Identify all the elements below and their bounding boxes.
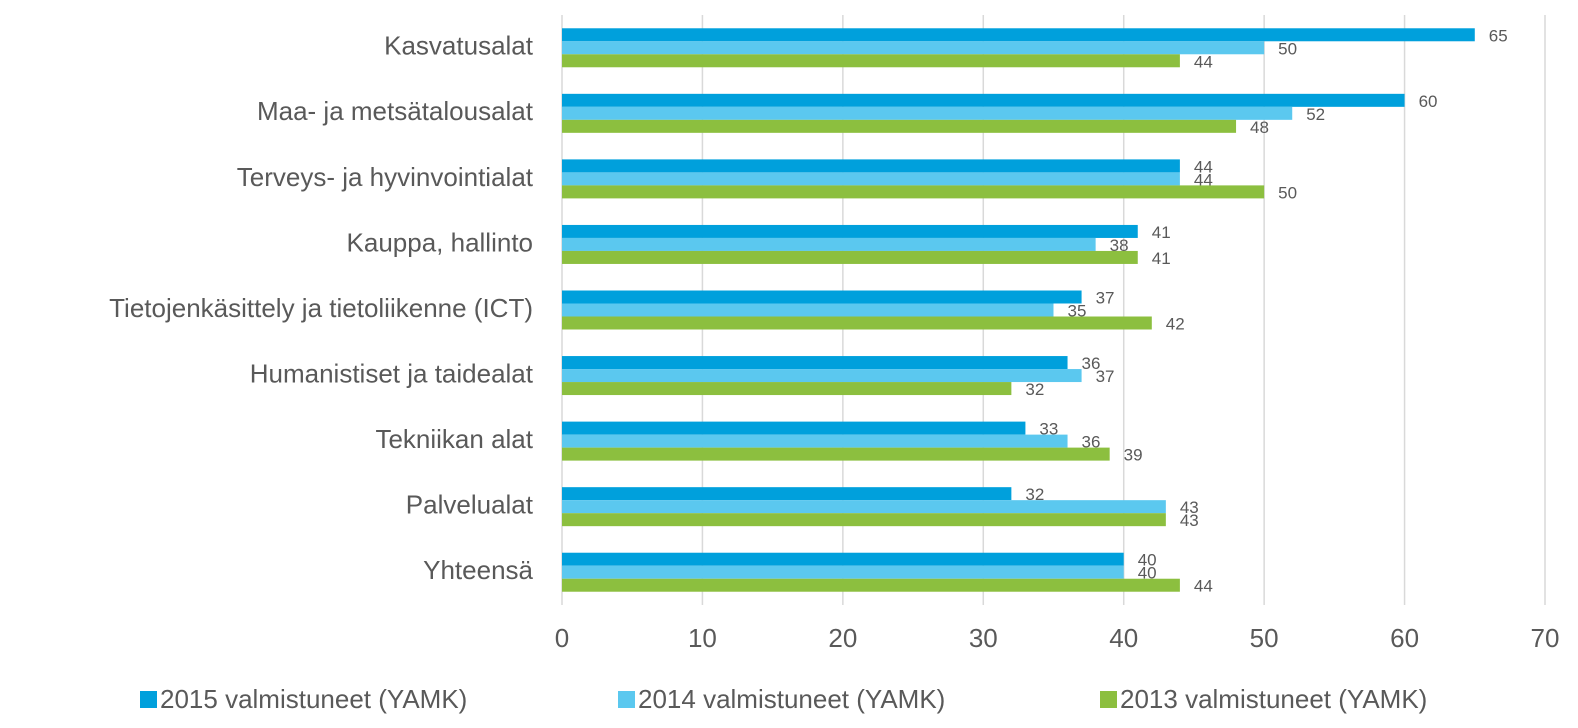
x-tick-label: 20 xyxy=(828,623,857,653)
x-tick-label: 50 xyxy=(1250,623,1279,653)
data-label: 39 xyxy=(1124,446,1143,465)
bar xyxy=(562,356,1068,370)
bar xyxy=(562,159,1180,173)
data-label: 32 xyxy=(1025,380,1044,399)
y-tick-label: Palvelualat xyxy=(406,490,534,520)
x-tick-label: 10 xyxy=(688,623,717,653)
data-label: 36 xyxy=(1082,433,1101,452)
bar xyxy=(562,578,1180,592)
x-tick-label: 30 xyxy=(969,623,998,653)
y-tick-label: Tietojenkäsittely ja tietoliikenne (ICT) xyxy=(109,293,533,323)
data-label: 44 xyxy=(1194,52,1213,71)
bar xyxy=(562,500,1166,514)
bar xyxy=(562,185,1265,199)
bar xyxy=(562,41,1265,55)
y-tick-label: Tekniikan alat xyxy=(375,424,533,454)
data-label: 40 xyxy=(1138,564,1157,583)
bar xyxy=(562,434,1068,448)
x-tick-label: 0 xyxy=(555,623,569,653)
y-tick-label: Yhteensä xyxy=(423,555,533,585)
bar xyxy=(562,513,1166,527)
bar xyxy=(562,447,1110,461)
data-label: 50 xyxy=(1278,39,1297,58)
bar xyxy=(562,106,1293,120)
bar xyxy=(562,303,1054,317)
data-label: 60 xyxy=(1419,92,1438,111)
bar xyxy=(562,224,1138,238)
data-label: 44 xyxy=(1194,577,1213,596)
y-tick-label: Terveys- ja hyvinvointialat xyxy=(237,162,534,192)
x-tick-label: 40 xyxy=(1109,623,1138,653)
bar xyxy=(562,421,1026,435)
bar xyxy=(562,250,1138,264)
data-label: 44 xyxy=(1194,157,1213,176)
legend-swatch xyxy=(618,691,635,708)
y-tick-label: Humanistiset ja taidealat xyxy=(250,358,534,388)
bar xyxy=(562,382,1012,396)
legend-swatch xyxy=(1100,691,1117,708)
legend-label: 2014 valmistuneet (YAMK) xyxy=(638,684,945,714)
legend-label: 2013 valmistuneet (YAMK) xyxy=(1120,684,1427,714)
bar xyxy=(562,290,1082,304)
data-label: 42 xyxy=(1166,314,1185,333)
bar xyxy=(562,369,1082,383)
data-label: 41 xyxy=(1152,249,1171,268)
y-tick-label: Maa- ja metsätalousalat xyxy=(257,96,534,126)
x-tick-label: 60 xyxy=(1390,623,1419,653)
data-label: 48 xyxy=(1250,118,1269,137)
bar xyxy=(562,487,1012,501)
legend-label: 2015 valmistuneet (YAMK) xyxy=(160,684,467,714)
data-label: 36 xyxy=(1082,354,1101,373)
data-label: 37 xyxy=(1096,288,1115,307)
bar xyxy=(562,316,1152,330)
data-label: 65 xyxy=(1489,26,1508,45)
bar xyxy=(562,54,1180,68)
data-label: 35 xyxy=(1068,301,1087,320)
data-label: 33 xyxy=(1039,420,1058,439)
data-label: 40 xyxy=(1138,551,1157,570)
bar xyxy=(562,172,1180,186)
data-label: 50 xyxy=(1278,183,1297,202)
data-label: 37 xyxy=(1096,367,1115,386)
x-tick-label: 70 xyxy=(1531,623,1560,653)
data-label: 44 xyxy=(1194,170,1213,189)
bar xyxy=(562,28,1475,42)
bar xyxy=(562,552,1124,566)
y-tick-label: Kauppa, hallinto xyxy=(347,227,533,257)
data-label: 38 xyxy=(1110,236,1129,255)
data-label: 41 xyxy=(1152,223,1171,242)
bar xyxy=(562,565,1124,579)
legend-swatch xyxy=(140,691,157,708)
data-label: 32 xyxy=(1025,485,1044,504)
bar xyxy=(562,237,1096,251)
bar xyxy=(562,93,1405,107)
data-label: 43 xyxy=(1180,498,1199,517)
bar xyxy=(562,119,1237,133)
data-label: 52 xyxy=(1306,105,1325,124)
data-label: 43 xyxy=(1180,511,1199,530)
y-tick-label: Kasvatusalat xyxy=(384,31,534,61)
